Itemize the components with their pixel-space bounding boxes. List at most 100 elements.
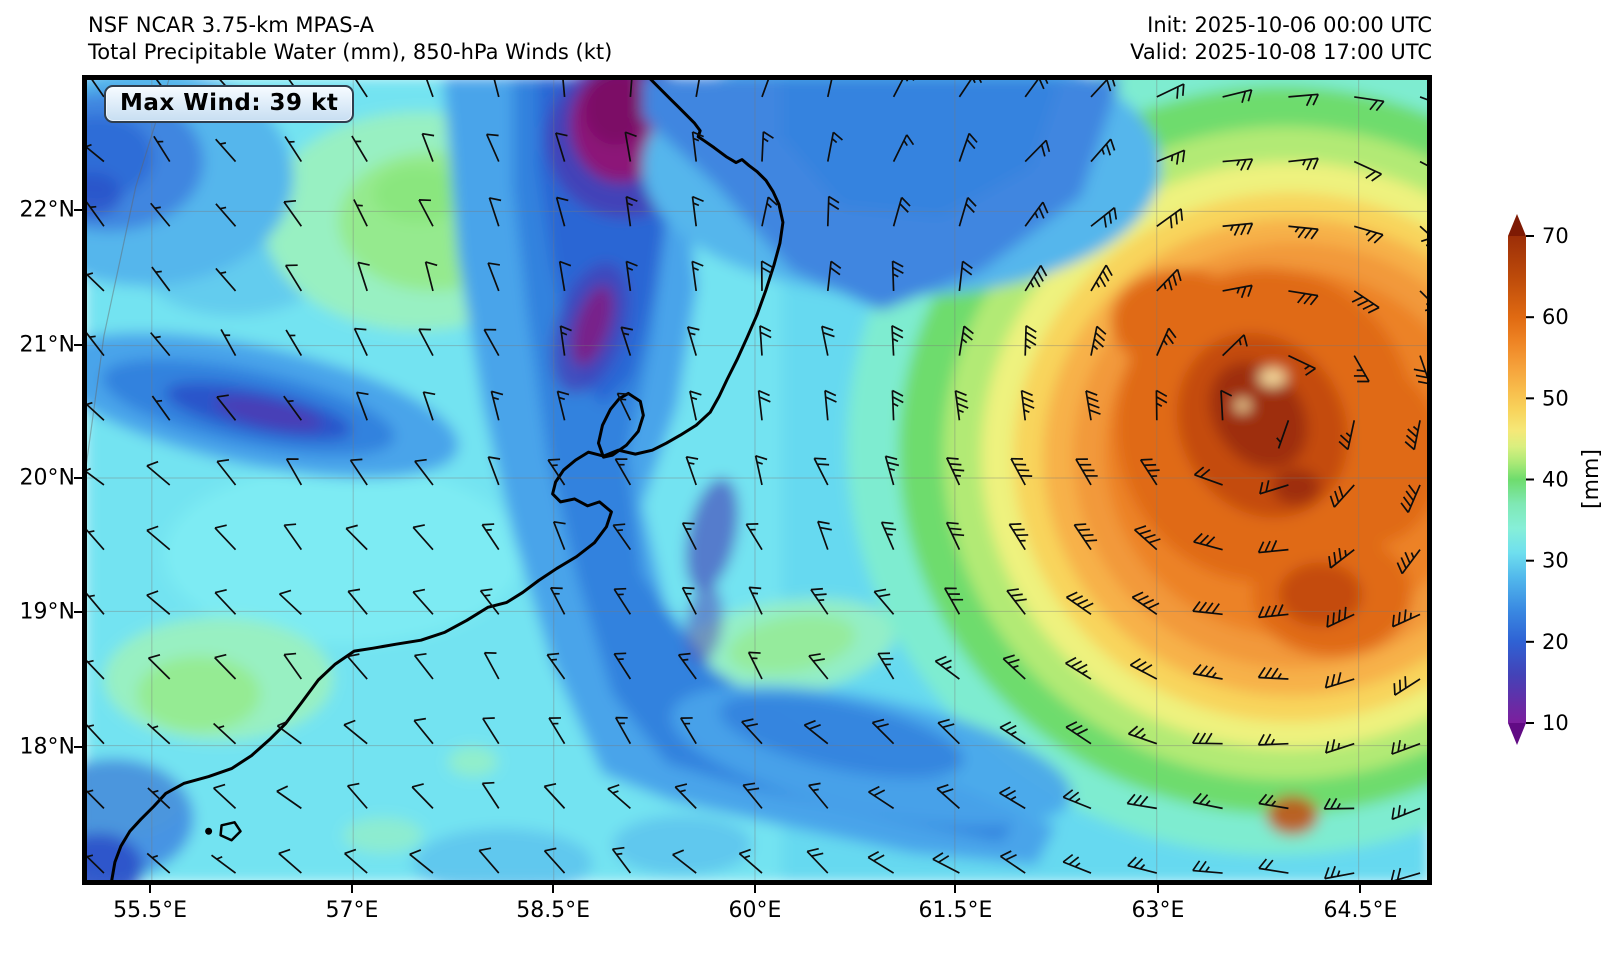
wind-barb — [492, 77, 500, 98]
wind-barb — [283, 523, 303, 551]
wind-barb — [214, 589, 237, 615]
wind-barb — [681, 586, 697, 615]
wind-barb — [1400, 484, 1421, 513]
wind-barb — [284, 264, 303, 292]
x-tick-mark — [954, 885, 957, 893]
wind-barb — [215, 203, 237, 227]
tpw-field-canvas — [84, 77, 1430, 883]
wind-barb — [1354, 96, 1385, 112]
wind-barb — [891, 325, 904, 356]
wind-barb — [695, 77, 701, 98]
wind-barb — [1413, 355, 1430, 385]
wind-barb — [1353, 160, 1382, 182]
wind-barb — [146, 590, 171, 615]
wind-barb — [1126, 793, 1157, 810]
wind-barb — [278, 589, 302, 615]
wind-barb — [1006, 588, 1027, 615]
wind-barb — [220, 329, 237, 357]
wind-barb — [1222, 89, 1253, 104]
wind-barb — [147, 654, 171, 680]
wind-barb — [347, 588, 368, 615]
wind-barb — [485, 133, 500, 162]
wind-barb — [614, 716, 632, 745]
wind-barb — [685, 455, 699, 486]
x-tick-mark — [1156, 885, 1159, 893]
wind-barb — [892, 196, 911, 227]
wind-barb — [561, 77, 566, 97]
wind-barb — [742, 782, 763, 809]
wind-barb — [351, 135, 368, 163]
wind-barb — [1062, 853, 1092, 874]
wind-barb — [343, 719, 368, 745]
wind-barb — [884, 455, 900, 486]
wind-barb — [418, 199, 434, 227]
wind-barb — [412, 524, 434, 551]
wind-barb — [1090, 325, 1107, 356]
wind-barb — [558, 260, 572, 292]
wind-barb — [215, 267, 237, 292]
wind-barb — [958, 197, 977, 227]
wind-barb — [543, 847, 566, 874]
wind-barb — [759, 325, 772, 356]
wind-barb — [276, 720, 302, 745]
colorbar-tick-label: 50 — [1542, 386, 1569, 410]
wind-barb — [1259, 480, 1289, 495]
wind-barb — [1127, 856, 1158, 874]
x-tick-label: 57°E — [325, 898, 379, 923]
wind-barb — [1288, 354, 1316, 376]
wind-barb — [1404, 420, 1421, 451]
wind-barb — [681, 522, 697, 551]
wind-barb — [1090, 138, 1116, 163]
wind-barb — [826, 195, 840, 227]
y-tick-mark — [74, 343, 82, 346]
wind-barb — [481, 781, 500, 809]
colorbar-tick-label: 10 — [1542, 711, 1569, 735]
x-tick-mark — [149, 885, 152, 893]
wind-barb — [1193, 466, 1223, 486]
wind-barb — [892, 134, 915, 162]
colorbar-tick-label: 70 — [1542, 224, 1569, 248]
wind-barb — [672, 849, 697, 874]
wind-barb — [1000, 850, 1026, 874]
wind-barb — [1276, 420, 1290, 449]
wind-barb — [761, 77, 781, 98]
wind-barb — [820, 325, 835, 356]
wind-barb — [738, 848, 763, 874]
x-tick-label: 64.5°E — [1323, 898, 1398, 923]
wind-barb — [1396, 549, 1421, 575]
wind-barb — [806, 847, 829, 874]
wind-barb — [1288, 93, 1319, 107]
wind-barb — [754, 455, 768, 486]
wind-barb — [1288, 225, 1319, 240]
wind-barb — [84, 526, 105, 551]
wind-barb — [691, 260, 704, 292]
wind-barb — [147, 787, 171, 809]
wind-barb — [1020, 389, 1035, 421]
x-tick-label: 55.5°E — [113, 898, 187, 923]
wind-barb — [932, 852, 960, 874]
wind-barb — [745, 523, 763, 551]
wind-barb — [1258, 858, 1289, 874]
wind-barb — [1257, 667, 1289, 680]
wind-barb — [999, 786, 1026, 810]
wind-barb — [1192, 792, 1223, 810]
wind-barb — [1193, 532, 1223, 551]
wind-barb — [546, 652, 566, 680]
wind-barb — [613, 652, 632, 680]
y-tick-label: 19°N — [19, 599, 75, 625]
wind-barb — [958, 260, 973, 292]
wind-barb — [1090, 206, 1118, 228]
wind-barb — [552, 520, 566, 550]
wind-barb — [211, 854, 237, 874]
wind-barb — [760, 260, 773, 291]
wind-barb — [1085, 390, 1101, 421]
wind-barb — [944, 587, 964, 615]
wind-barb — [357, 261, 370, 292]
colorbar-tick-label: 20 — [1542, 630, 1569, 654]
wind-barb — [1192, 600, 1223, 616]
small-island-outline — [219, 821, 242, 842]
wind-barb — [413, 717, 434, 745]
colorbar-tick-label: 60 — [1542, 305, 1569, 329]
wind-barb — [1156, 268, 1182, 292]
